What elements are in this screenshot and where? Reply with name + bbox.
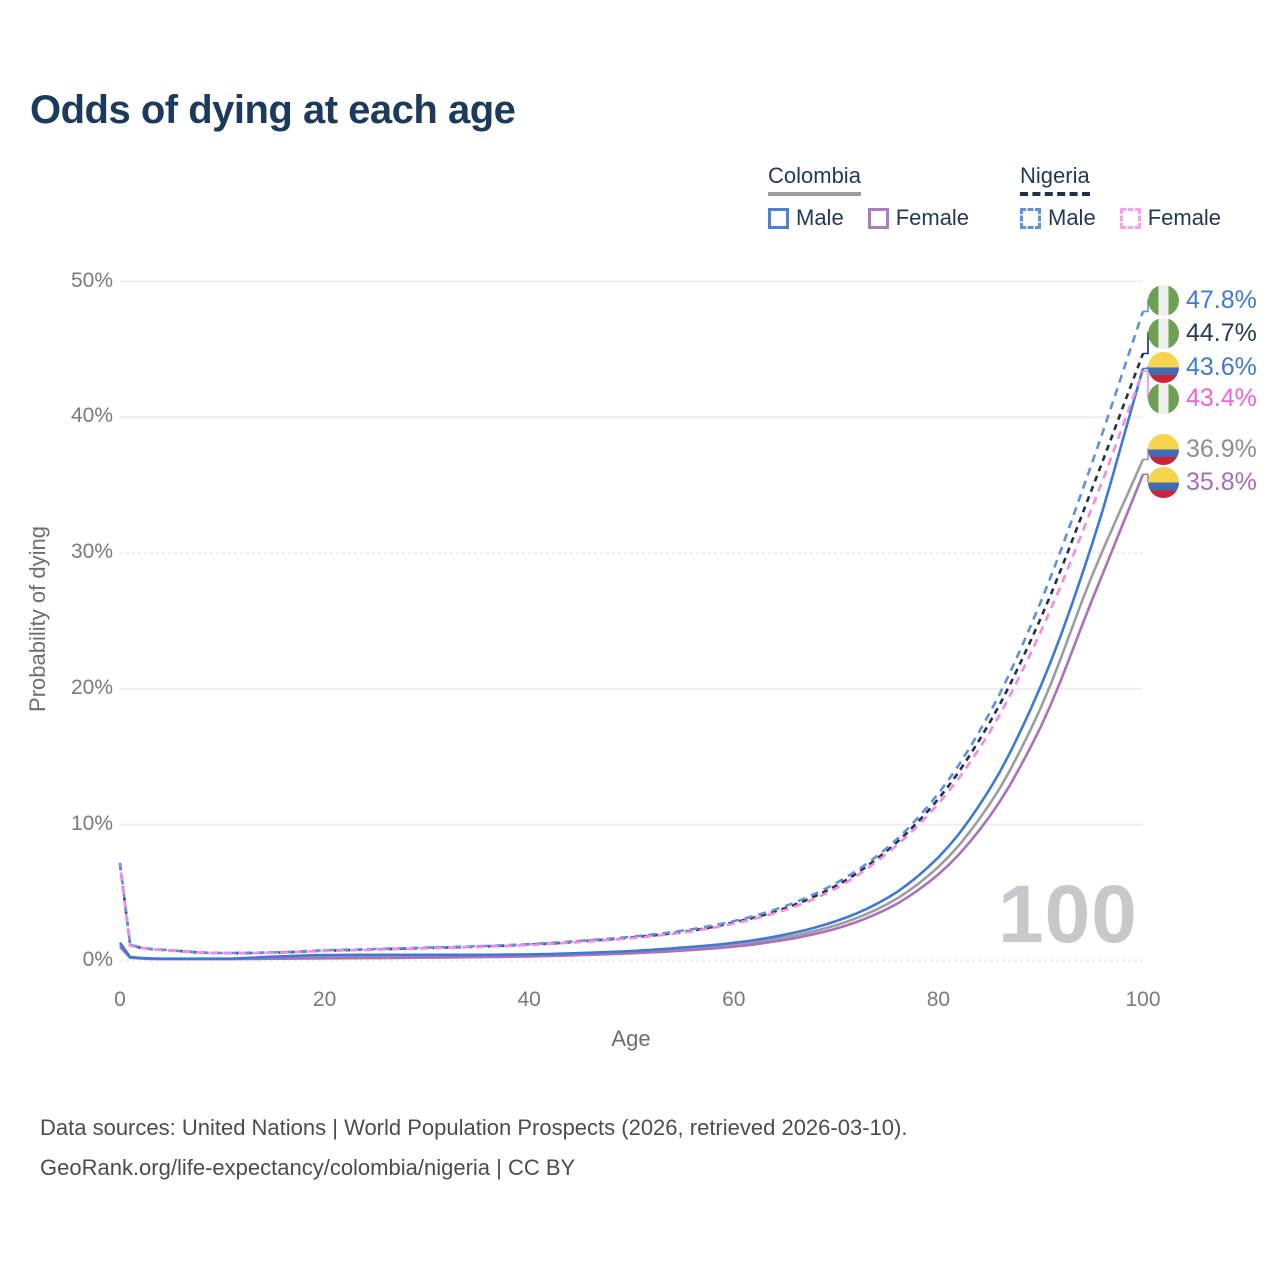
series-line-nigeria-both: [118, 353, 1145, 955]
colombia-flag-icon: [1148, 466, 1179, 498]
x-tick-20: 20: [312, 988, 337, 1011]
footer: Data sources: United Nations | World Pop…: [40, 1108, 907, 1188]
legend-item-nigeria-male[interactable]: Male: [1020, 205, 1096, 231]
legend-item-label: Female: [895, 205, 970, 230]
legend-item-label: Male: [796, 205, 844, 230]
end-label-colombia-female: 35.8%: [1148, 466, 1257, 498]
footer-sources: Data sources: United Nations | World Pop…: [40, 1115, 908, 1140]
end-label-nigeria-both: 44.7%: [1148, 317, 1257, 349]
page-title: Odds of dying at each age: [30, 88, 516, 132]
legend-country-nigeria[interactable]: Nigeria: [1020, 163, 1090, 196]
legend-items: Male Female: [1020, 205, 1221, 231]
end-value: 36.9%: [1186, 434, 1257, 463]
legend-group-nigeria: Nigeria Male Female: [1020, 163, 1221, 231]
y-tick-0: 0%: [82, 947, 113, 971]
legend-group-colombia: Colombia Male Female: [768, 163, 969, 231]
legend-swatch-icon: [768, 207, 789, 229]
nigeria-flag-icon: [1148, 317, 1179, 349]
legend-items: Male Female: [768, 205, 969, 231]
end-label-colombia-male: 43.6%: [1148, 351, 1257, 383]
colombia-flag-icon: [1148, 433, 1179, 465]
end-label-nigeria-female: 43.4%: [1148, 382, 1257, 414]
colombia-flag-icon: [1148, 351, 1179, 383]
end-value: 35.8%: [1186, 467, 1257, 496]
legend-country-colombia[interactable]: Colombia: [768, 163, 861, 196]
legend-item-colombia-female[interactable]: Female: [867, 205, 970, 231]
legend-item-colombia-male[interactable]: Male: [768, 205, 844, 231]
series-line-colombia-male: [118, 368, 1145, 960]
nigeria-flag-icon: [1148, 382, 1179, 414]
series-line-nigeria-male: [118, 310, 1145, 955]
legend-item-label: Female: [1147, 205, 1222, 230]
end-label-nigeria-male: 47.8%: [1148, 284, 1257, 316]
y-tick-40: 40%: [70, 404, 113, 428]
legend-swatch-icon: [1020, 207, 1041, 229]
y-tick-20: 20%: [70, 675, 113, 699]
y-tick-10: 10%: [70, 811, 113, 835]
legend-swatch-icon: [867, 207, 889, 229]
end-label-colombia-both: 36.9%: [1148, 433, 1257, 465]
x-tick-0: 0: [114, 988, 126, 1011]
y-tick-30: 30%: [70, 540, 113, 564]
end-value: 47.8%: [1186, 285, 1257, 314]
series-line-nigeria-female: [118, 370, 1145, 955]
nigeria-flag-icon: [1148, 284, 1179, 316]
series-line-colombia-both: [118, 458, 1145, 961]
x-tick-80: 80: [926, 988, 951, 1011]
legend-swatch-icon: [1119, 207, 1141, 229]
end-value: 44.7%: [1186, 318, 1257, 347]
legend-item-label: Male: [1048, 205, 1096, 230]
end-value: 43.4%: [1186, 383, 1257, 412]
y-axis-title: Probability of dying: [25, 526, 50, 712]
end-value: 43.6%: [1186, 352, 1257, 381]
y-tick-50: 50%: [70, 268, 113, 292]
series-line-colombia-female: [119, 473, 1145, 961]
x-tick-40: 40: [517, 988, 541, 1011]
x-tick-100: 100: [1125, 988, 1161, 1011]
x-tick-60: 60: [722, 988, 746, 1011]
legend-item-nigeria-female[interactable]: Female: [1119, 205, 1222, 231]
footer-link: GeoRank.org/life-expectancy/colombia/nig…: [40, 1155, 576, 1180]
x-axis-title: Age: [611, 1026, 651, 1051]
age-watermark: 100: [998, 869, 1138, 960]
